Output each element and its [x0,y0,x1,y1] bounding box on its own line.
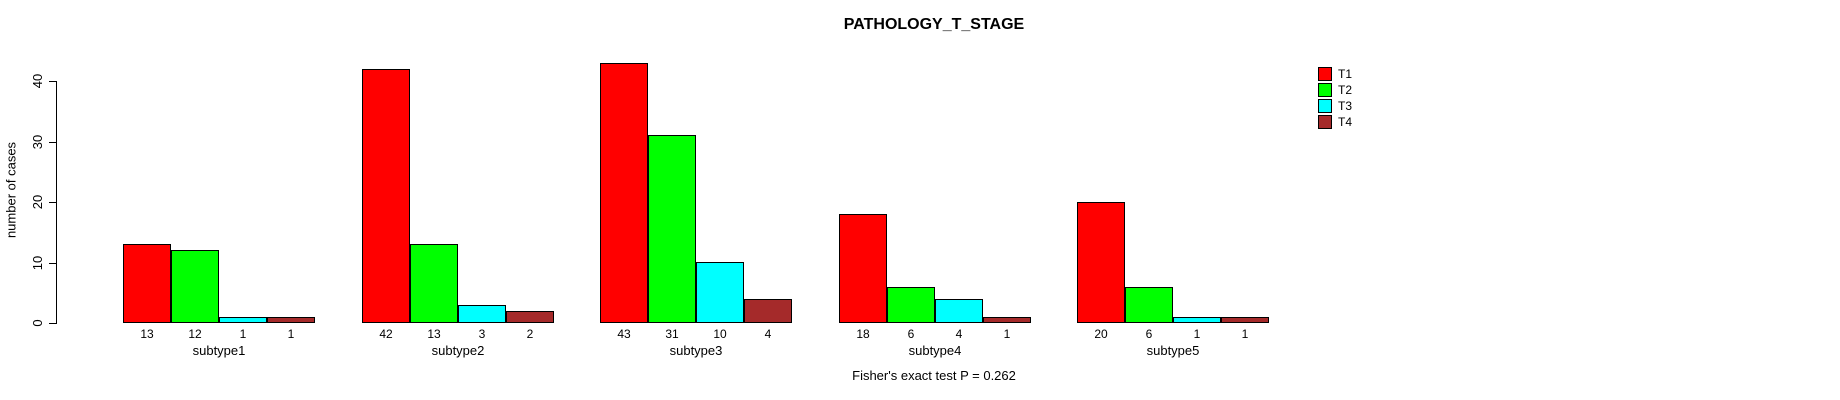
bar-t4-subtype2 [506,311,554,323]
legend-item-label: T4 [1338,115,1353,129]
chart-title: PATHOLOGY_T_STAGE [843,16,1025,33]
category-label: subtype4 [908,343,962,358]
bar-value-label: 42 [379,327,393,341]
bar-value-label: 43 [617,327,631,341]
y-tick-label: 30 [29,134,45,150]
bar-value-label: 20 [1094,327,1108,341]
bar-value-label: 13 [140,327,154,341]
legend-color-swatch [1318,67,1332,81]
category-label: subtype1 [192,343,246,358]
bar-t2-subtype1 [171,250,219,323]
legend-item-t4: T4 [1318,115,1352,129]
bar-t1-subtype2 [362,69,410,323]
category-label: subtype5 [1146,343,1200,358]
bar-value-label: 4 [955,327,963,341]
bar-value-label: 1 [239,327,247,341]
legend: T1 T2 T3 T4 [1318,67,1352,129]
bar-t1-subtype3 [600,63,648,323]
bar-value-label: 1 [1003,327,1011,341]
bar-value-label: 31 [665,327,679,341]
bar-t3-subtype2 [458,305,506,323]
bar-value-label: 13 [427,327,441,341]
bar-t1-subtype1 [123,244,171,323]
bar-value-label: 6 [907,327,915,341]
bar-t4-subtype5 [1221,317,1269,323]
legend-color-swatch [1318,99,1332,113]
category-label: subtype3 [669,343,723,358]
y-tick [49,142,56,143]
y-axis [56,81,57,324]
y-tick [49,323,56,324]
bar-t1-subtype5 [1077,202,1125,323]
bar-value-label: 3 [478,327,486,341]
legend-item-t2: T2 [1318,83,1352,97]
y-tick [49,81,56,82]
legend-item-t1: T1 [1318,67,1352,81]
bar-t2-subtype5 [1125,287,1173,323]
bar-t2-subtype2 [410,244,458,323]
legend-item-label: T1 [1338,67,1353,81]
y-tick-label: 0 [29,319,45,327]
legend-color-swatch [1318,83,1332,97]
bar-value-label: 1 [1193,327,1201,341]
bar-value-label: 1 [1241,327,1249,341]
y-tick-label: 20 [29,194,45,210]
bar-t4-subtype3 [744,299,792,323]
bar-t4-subtype1 [267,317,315,323]
fisher-test-note: Fisher's exact test P = 0.262 [852,368,1016,383]
bar-t3-subtype1 [219,317,267,323]
y-tick [49,263,56,264]
bar-t3-subtype5 [1173,317,1221,323]
bar-t1-subtype4 [839,214,887,323]
y-tick-label: 40 [29,73,45,89]
bar-value-label: 4 [764,327,772,341]
legend-color-swatch [1318,115,1332,129]
legend-item-label: T2 [1338,83,1353,97]
category-label: subtype2 [431,343,485,358]
y-tick-label: 10 [29,255,45,271]
bar-value-label: 10 [713,327,727,341]
y-tick [49,202,56,203]
bar-t2-subtype4 [887,287,935,323]
bar-value-label: 2 [526,327,534,341]
bar-value-label: 6 [1145,327,1153,341]
bar-value-label: 18 [856,327,870,341]
legend-item-t3: T3 [1318,99,1352,113]
bar-t4-subtype4 [983,317,1031,323]
bar-value-label: 1 [287,327,295,341]
bar-t3-subtype4 [935,299,983,323]
bar-t2-subtype3 [648,135,696,323]
legend-item-label: T3 [1338,99,1353,113]
bar-value-label: 12 [188,327,202,341]
bar-t3-subtype3 [696,262,744,323]
